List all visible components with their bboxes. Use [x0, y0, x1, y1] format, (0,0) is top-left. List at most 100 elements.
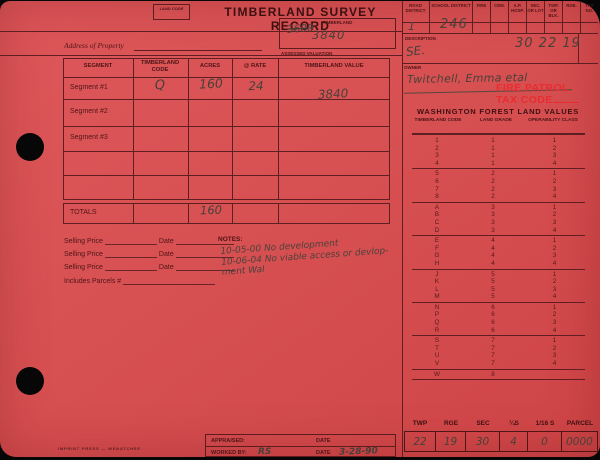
fv-grade: 6 [491, 303, 495, 311]
segment-table-vrule [232, 203, 233, 224]
fv-code: D [434, 226, 440, 234]
fv-class: 2 [552, 278, 557, 286]
header-col-label: RGE. [563, 1, 580, 23]
fv-class: 2 [552, 311, 557, 319]
fv-class: 3 [552, 218, 557, 226]
fv-class: 3 [552, 252, 557, 260]
fv-code: 4 [435, 159, 439, 167]
trs-col-header: RGE [443, 420, 459, 427]
trs-col-header: PARCEL [566, 420, 594, 427]
forest-values-title: WASHINGTON FOREST LAND VALUES [416, 107, 580, 116]
segment-table-rule [63, 151, 390, 152]
segment-table-vrule [389, 203, 390, 224]
notes-label: NOTES: [218, 236, 243, 243]
segment-row-label: Segment #3 [70, 134, 108, 141]
header-col-3: FIRE [473, 1, 491, 33]
segment-table-rule [63, 223, 390, 224]
selling-price-block: Selling Price Date Selling Price Date Sellin… [64, 237, 234, 292]
header-col-6: SEC. OR LOT [527, 1, 545, 33]
fv-row: N 6 1 [412, 304, 585, 312]
fv-class: 4 [552, 293, 557, 301]
worked-date-value: 3-28-90 [338, 446, 378, 458]
fv-grade: 3 [491, 226, 495, 234]
fv-grade: 1 [491, 152, 495, 160]
fv-grade: 2 [491, 170, 495, 178]
fv-grade: 5 [491, 278, 495, 286]
credits-box: APPRAISED: DATE WORKED BY: RS DATE 3-28-… [205, 434, 396, 458]
land-code-box: LAND CODE [153, 4, 190, 20]
fv-row: 1 1 1 [412, 137, 585, 145]
fv-grade: 6 [491, 311, 495, 319]
fv-row: L 5 3 [412, 286, 585, 294]
fv-row: T 7 2 [412, 345, 585, 353]
fv-row: V 7 4 [412, 360, 585, 368]
segment1-rate-value: 24 [248, 78, 264, 94]
fv-row: Q 6 3 [412, 319, 585, 327]
fv-grade: 2 [491, 177, 495, 185]
fv-row: J 5 1 [412, 271, 585, 279]
address-blank-line [134, 50, 262, 51]
fv-grade: 7 [491, 352, 495, 360]
segment1-timberland-value: 3840 [317, 86, 349, 102]
segment1-code-value: Q [154, 77, 166, 94]
fv-col-grade-header: LAND GRADE [480, 118, 512, 123]
selling-price-blank [104, 237, 157, 245]
fv-class: 2 [552, 211, 557, 219]
segment-table-vrule [188, 203, 189, 224]
segment-table-vrule [63, 58, 64, 199]
fv-code: 5 [435, 170, 439, 178]
fv-code: B [434, 211, 440, 219]
fv-grade: 7 [491, 360, 495, 368]
appraised-label: APPRAISED: [211, 438, 245, 444]
segment-table-vrule [232, 58, 233, 199]
fv-grade: 6 [491, 319, 495, 327]
fire-patrol-line2: TAX CODE [496, 94, 600, 106]
segment-table-vrule [63, 203, 64, 224]
segment-table-rule [63, 77, 390, 78]
fire-patrol-blank-line [552, 94, 579, 103]
selling-price-label: Selling Price [64, 264, 103, 271]
description-vrule [578, 34, 579, 63]
school-district-value: 246 [440, 17, 468, 32]
fv-class [524, 371, 585, 379]
selling-price-row: Selling Price Date [64, 250, 236, 258]
description-bottom-rule [402, 63, 598, 64]
segment-table-rule [63, 199, 390, 200]
includes-parcels-label: Includes Parcels # [64, 278, 122, 285]
crossed-out-valuation: 3600 [286, 22, 315, 36]
fv-code: G [434, 252, 440, 260]
fv-code: L [435, 285, 439, 293]
segment-table-vrule [188, 58, 189, 199]
fire-patrol-line2-text: TAX CODE [496, 94, 553, 106]
segment-row-label: Segment #1 [70, 84, 108, 91]
fv-code: 8 [435, 193, 439, 201]
fv-class: 4 [552, 159, 557, 167]
fv-code: H [434, 259, 440, 267]
header-col-8: RGE. [563, 1, 581, 33]
header-col-label: TWP. OR BLK. [545, 1, 562, 23]
fv-class: 3 [552, 185, 557, 193]
description-label: DESCRIPTION [405, 36, 436, 41]
header-col-7: TWP. OR BLK. [545, 1, 563, 33]
segment-col-header: TIMBERLAND CODE [140, 60, 180, 73]
fv-grade: 1 [491, 137, 495, 144]
fv-grade: 3 [491, 218, 495, 226]
fv-row: G 4 3 [412, 252, 585, 260]
header-col-5: A.P. HOSP. [509, 1, 527, 33]
fv-class: 2 [552, 177, 557, 185]
segment-col-header: @ RATE [243, 63, 267, 69]
segment-table-vrule [133, 203, 134, 224]
selling-date-blank [175, 263, 234, 271]
segment-table-vrule [133, 58, 134, 199]
fv-row: D 3 4 [412, 227, 585, 235]
trs-cell-value: 4 [500, 431, 528, 452]
fv-code: 6 [435, 177, 439, 185]
fv-row: P 6 2 [412, 311, 585, 319]
worked-by-row: WORKED BY: RS DATE 3-28-90 [206, 446, 395, 458]
trs-values-row: 22 19 30 4 0 0000 [404, 431, 598, 452]
trs-col-header: 1/16 S [535, 420, 555, 427]
fv-class: 2 [552, 344, 557, 352]
